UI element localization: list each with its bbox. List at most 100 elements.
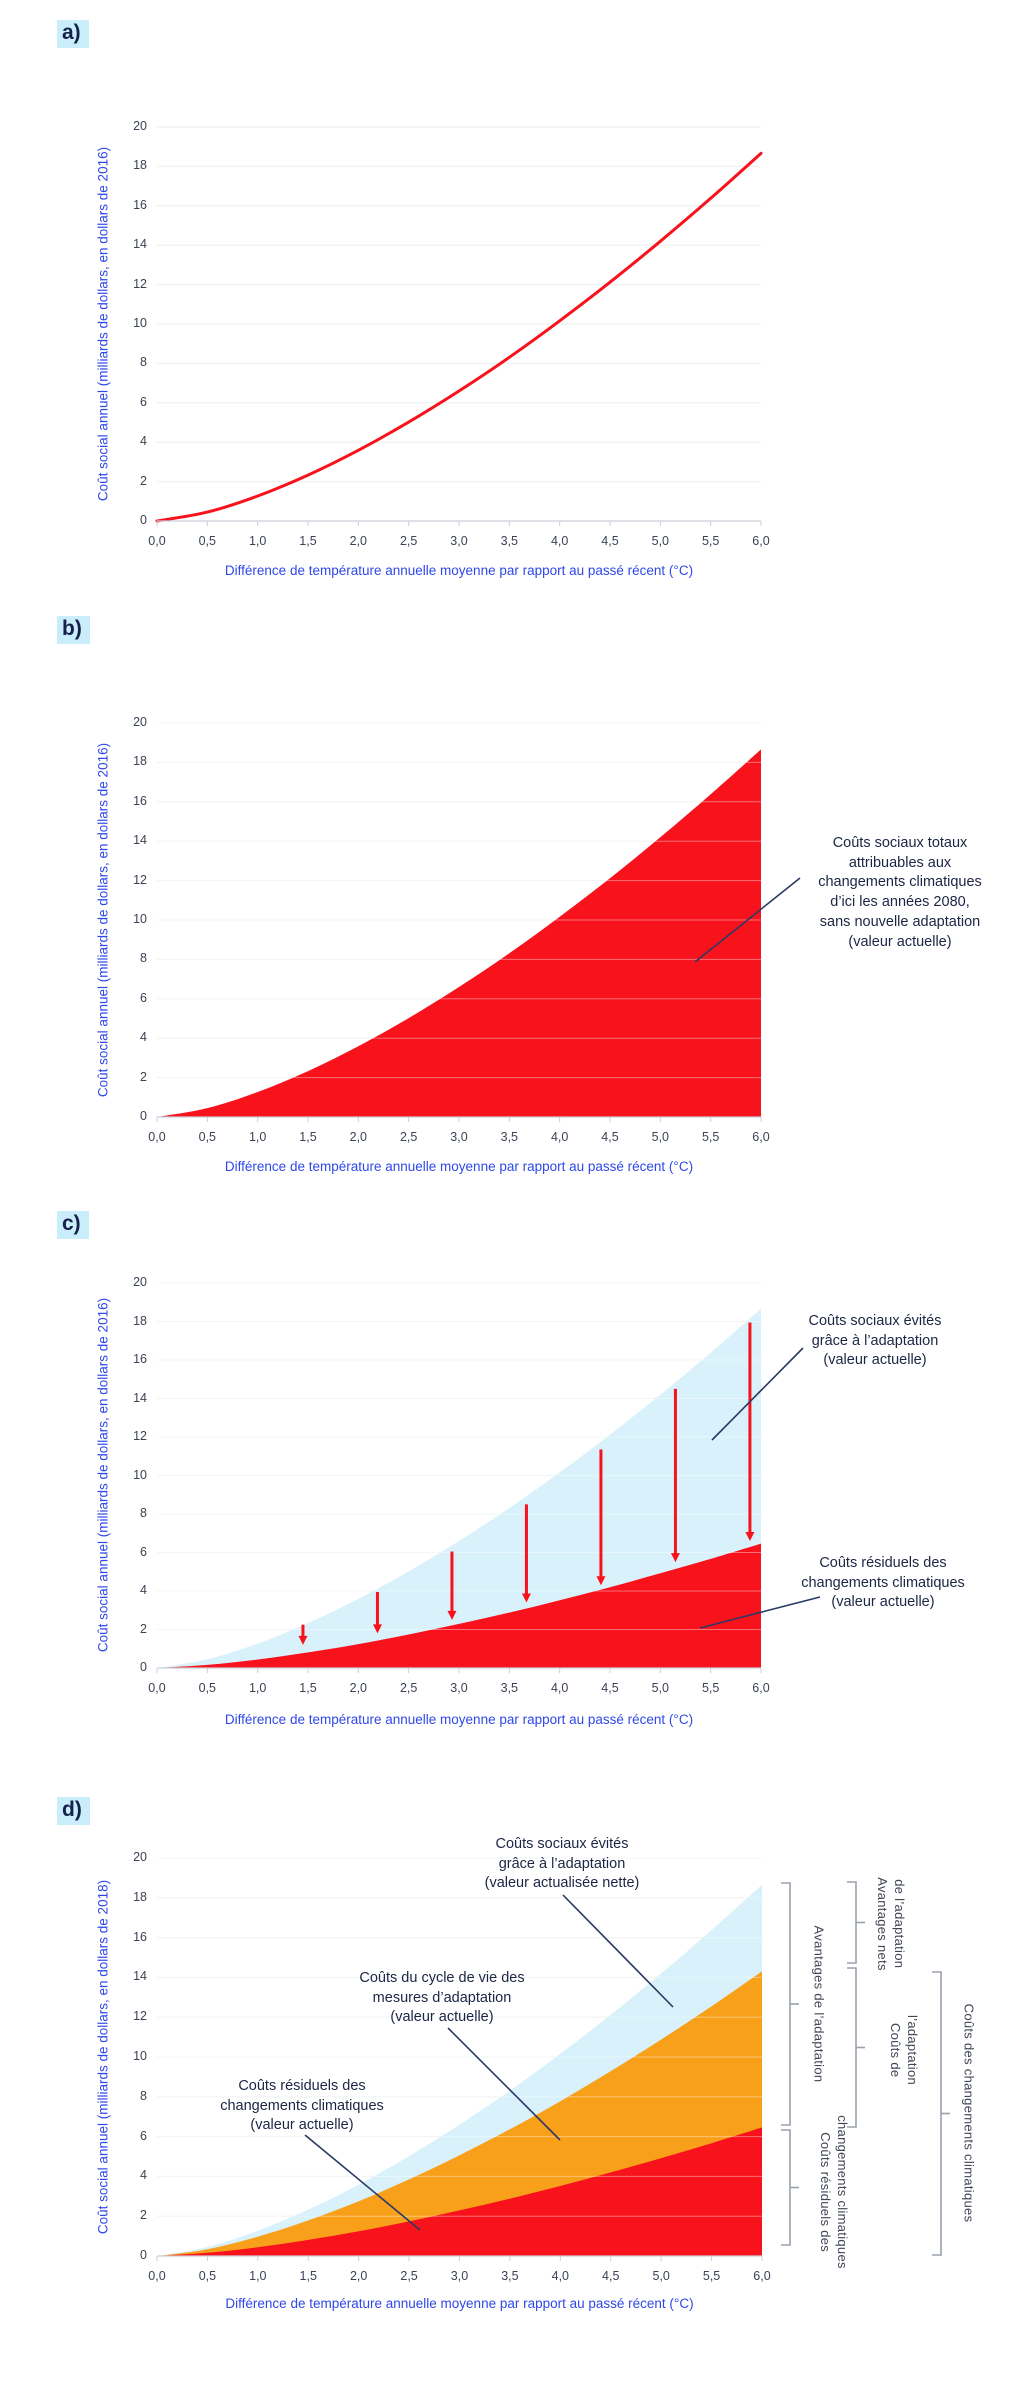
x-tick-label: 2,5 [399, 1130, 418, 1144]
annotation-residual-costs-c: Coûts résiduels des changements climatiq… [801, 1555, 965, 1611]
y-tick-label: 2 [140, 2208, 147, 2223]
bracket-label-avantages-adaptation: Avantages de l’adaptation [811, 1925, 827, 2083]
x-tick-label: 2,0 [349, 1681, 368, 1695]
x-tick-label: 1,0 [248, 534, 267, 548]
bracket-label-couts-residuels: Coûts résiduels des changements climatiq… [818, 2115, 850, 2269]
annotation-leader-line [447, 2027, 561, 2141]
x-tick-label: 4,5 [601, 1130, 619, 1144]
avoided-cost-arrow-head [596, 1576, 606, 1586]
y-tick-label: 14 [133, 237, 147, 252]
x-tick-label: 4,0 [550, 1130, 569, 1144]
y-tick-label: 12 [133, 276, 147, 291]
y-tick-label: 0 [140, 1109, 147, 1123]
avoided-cost-arrow-head [745, 1531, 755, 1541]
bracket [847, 1967, 857, 2128]
y-tick-label: 12 [133, 2009, 147, 2024]
bracket [932, 1971, 942, 2256]
x-tick-label: 0,0 [148, 2269, 166, 2283]
y-tick-label: 2 [140, 1069, 147, 1084]
annotation-total-costs: Coûts sociaux totaux attribuables aux ch… [818, 835, 982, 950]
y-tick-label: 18 [133, 754, 147, 769]
y-tick-label: 8 [140, 355, 147, 370]
annotation-avoided-costs-c: Coûts sociaux évités grâce à l’adaptatio… [808, 1313, 942, 1369]
x-tick-label: 4,0 [550, 1681, 569, 1695]
panel-a-label: a) [57, 20, 89, 48]
x-axis-label-a: Différence de température annuelle moyen… [224, 563, 694, 578]
y-tick-label: 10 [133, 912, 147, 926]
y-tick-label: 18 [133, 1313, 147, 1328]
annotation-leader-line [699, 1596, 821, 1629]
avoided-cost-arrow-head [670, 1553, 680, 1563]
x-tick-label: 4,0 [551, 2269, 570, 2283]
x-tick-label: 0,5 [198, 2269, 217, 2283]
x-tick-label: 2,5 [400, 2269, 418, 2283]
avoided-cost-arrow-head [521, 1593, 531, 1603]
y-tick-label: 0 [140, 2248, 147, 2262]
x-tick-label: 3,0 [450, 2269, 469, 2283]
annotation-leader-line [694, 877, 801, 963]
x-tick-label: 5,5 [701, 534, 720, 548]
curve-couts_sociaux_totaux_sans_adaptation [155, 151, 763, 523]
x-tick-label: 5,5 [702, 2269, 721, 2283]
panel-c-plot [156, 1282, 821, 1673]
x-tick-label: 5,0 [651, 1130, 670, 1144]
x-tick-label: 0,0 [148, 1130, 166, 1144]
avoided-cost-arrow-head [372, 1624, 382, 1634]
area-couts_sociaux_totaux_sans_adaptation [157, 749, 761, 1117]
y-tick-label: 16 [133, 1929, 147, 1944]
bracket-label-couts-changements: Coûts des changements climatiques [961, 2003, 977, 2223]
y-tick-label: 2 [140, 1621, 147, 1636]
x-tick-label: 1,5 [299, 2269, 317, 2283]
y-tick-label: 14 [133, 1969, 147, 1984]
bracket [781, 1882, 791, 2126]
annotation-leader-line [304, 2134, 421, 2231]
y-tick-label: 6 [140, 394, 147, 409]
x-tick-label: 6,0 [752, 1130, 770, 1144]
bracket-label-couts-adaptation: Coûts de l’adaptation [888, 2014, 920, 2086]
area-couts_residuels_des_changements_climatiques [157, 1543, 761, 1668]
y-tick-label: 0 [140, 1660, 147, 1674]
y-tick-label: 18 [133, 158, 147, 173]
x-tick-label: 3,0 [450, 534, 468, 548]
x-tick-label: 1,0 [248, 1681, 267, 1695]
x-tick-label: 0,5 [198, 1130, 217, 1144]
y-tick-label: 2 [140, 473, 147, 488]
panel-d-plot [156, 1857, 950, 2261]
y-tick-label: 10 [133, 316, 147, 330]
x-tick-label: 0,0 [148, 1681, 166, 1695]
x-tick-label: 3,0 [450, 1681, 468, 1695]
x-tick-label: 0,5 [198, 1681, 217, 1695]
bracket [847, 1881, 857, 1964]
y-tick-label: 6 [140, 2128, 147, 2143]
annotation-avoided-costs-d: Coûts sociaux évités grâce à l’adaptatio… [484, 1836, 640, 1892]
panel-a-plot [155, 126, 763, 526]
x-tick-label: 2,5 [399, 534, 418, 548]
bracket-label-avantages-nets: Avantages nets de l’adaptation [875, 1877, 907, 1971]
area-couts_sociaux_totaux_sans_adaptation [157, 1308, 761, 1668]
x-tick-label: 0,0 [148, 534, 166, 548]
y-tick-label: 10 [133, 1467, 147, 1482]
x-tick-label: 5,0 [651, 534, 670, 548]
x-tick-label: 2,0 [349, 1130, 368, 1144]
x-tick-label: 1,5 [299, 534, 317, 548]
y-tick-label: 8 [140, 1506, 147, 1520]
annotation-leader-line [711, 1347, 804, 1441]
x-tick-label: 6,0 [752, 1681, 770, 1695]
panel-d-label: d) [57, 1797, 90, 1825]
x-tick-label: 0,5 [198, 534, 217, 548]
x-tick-label: 3,5 [500, 1130, 519, 1144]
x-tick-label: 5,5 [701, 1681, 720, 1695]
y-tick-label: 6 [140, 1544, 147, 1559]
y-tick-label: 4 [140, 2168, 147, 2183]
x-tick-label: 1,5 [299, 1130, 317, 1144]
x-axis-label-d: Différence de température annuelle moyen… [225, 2296, 694, 2311]
x-tick-label: 6,0 [753, 2269, 771, 2283]
y-tick-label: 4 [140, 1583, 147, 1597]
avoided-cost-arrow-head [298, 1635, 308, 1645]
x-tick-label: 5,5 [701, 1130, 720, 1144]
y-tick-label: 20 [133, 1275, 147, 1289]
y-tick-label: 16 [133, 197, 147, 212]
y-tick-label: 14 [133, 833, 147, 848]
y-tick-label: 10 [133, 2049, 147, 2063]
